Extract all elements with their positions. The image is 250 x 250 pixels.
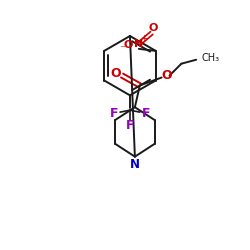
Text: F: F: [142, 107, 150, 120]
Text: O: O: [161, 69, 172, 82]
Text: O: O: [149, 23, 158, 33]
Text: CH₃: CH₃: [201, 53, 219, 63]
Text: ⁻: ⁻: [119, 44, 125, 54]
Text: F: F: [126, 120, 134, 132]
Text: F: F: [110, 107, 118, 120]
Text: O: O: [111, 67, 122, 80]
Text: O: O: [123, 40, 133, 50]
Text: N: N: [134, 39, 143, 49]
Text: N: N: [130, 158, 140, 171]
Text: +: +: [140, 34, 147, 43]
